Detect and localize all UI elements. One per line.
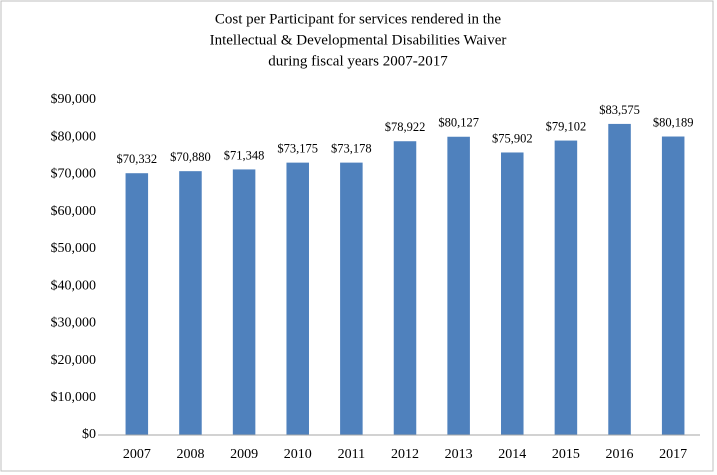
x-tick-label: 2008: [176, 447, 204, 462]
y-tick-label: $20,000: [51, 353, 97, 368]
x-tick-label: 2009: [230, 447, 258, 462]
bar: [179, 171, 202, 435]
chart-title: during fiscal years 2007-2017: [268, 53, 448, 69]
y-tick-label: $0: [82, 427, 96, 442]
x-tick-label: 2014: [498, 447, 526, 462]
x-tick-label: 2012: [391, 447, 419, 462]
bar: [554, 140, 578, 436]
value-label: $71,348: [224, 148, 265, 162]
value-label: $80,127: [438, 116, 479, 130]
x-tick-label: 2011: [338, 447, 365, 462]
value-label: $75,902: [492, 131, 533, 145]
value-label: $78,922: [385, 120, 426, 134]
y-tick-label: $60,000: [51, 204, 97, 219]
x-tick-label: 2013: [445, 447, 473, 462]
bar: [340, 162, 363, 435]
y-tick-label: $80,000: [51, 129, 97, 144]
y-tick-label: $90,000: [51, 92, 97, 107]
x-tick-label: 2007: [123, 447, 151, 462]
value-label: $79,102: [546, 119, 587, 133]
value-label: $73,178: [331, 141, 372, 155]
y-tick-label: $50,000: [51, 241, 97, 256]
bar: [286, 162, 309, 435]
bar: [501, 152, 524, 435]
y-tick-label: $30,000: [51, 316, 97, 331]
chart-title: Intellectual & Developmental Disabilitie…: [210, 32, 507, 48]
y-tick-label: $70,000: [51, 167, 97, 182]
bar: [393, 141, 417, 435]
value-label: $73,175: [277, 142, 318, 156]
bar: [661, 136, 685, 435]
bar: [232, 169, 256, 436]
x-tick-label: 2016: [606, 447, 634, 462]
value-label: $83,575: [599, 103, 640, 117]
value-label: $70,332: [117, 152, 158, 166]
bar: [125, 173, 149, 435]
bar: [608, 123, 631, 435]
y-tick-label: $40,000: [51, 278, 97, 293]
value-label: $80,189: [653, 115, 694, 129]
x-tick-label: 2010: [284, 447, 312, 462]
y-tick-label: $10,000: [51, 390, 97, 405]
bar: [447, 136, 470, 435]
x-tick-label: 2017: [659, 447, 687, 462]
chart-title: Cost per Participant for services render…: [215, 11, 501, 27]
x-tick-label: 2015: [552, 447, 580, 462]
value-label: $70,880: [170, 150, 211, 164]
